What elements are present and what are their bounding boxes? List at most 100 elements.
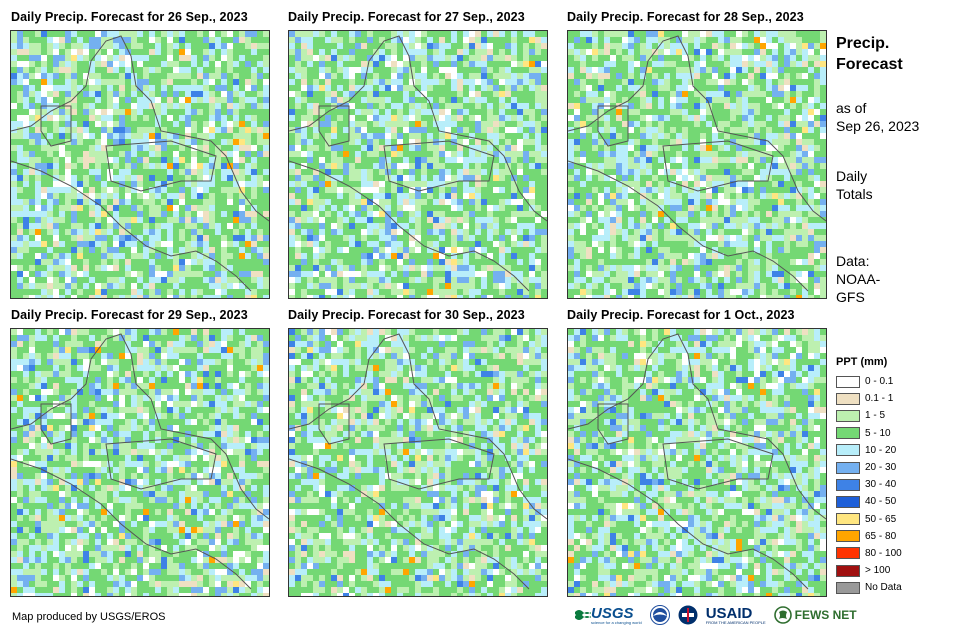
precip-raster — [11, 329, 269, 596]
noaa-logo — [649, 605, 670, 625]
legend-rows: 0 - 0.1 0.1 - 1 1 - 5 5 - 10 10 - 20 20 - 30 3… — [836, 373, 902, 596]
legend-item: 40 - 50 — [836, 493, 902, 510]
usaid-seal-icon — [678, 605, 698, 625]
precip-raster — [568, 31, 826, 298]
usaid-logo: USAID FROM THE AMERICAN PEOPLE — [706, 606, 766, 625]
legend-label: > 100 — [865, 565, 891, 577]
usgs-tagline: science for a changing world — [591, 619, 642, 625]
as-of-value: Sep 26, 2023 — [836, 118, 920, 134]
legend-item: 80 - 100 — [836, 545, 902, 562]
map-graphic — [11, 329, 269, 596]
legend-item: 20 - 30 — [836, 459, 902, 476]
fews-net-wordmark: FEWS NET — [794, 608, 857, 622]
noaa-seal-icon — [649, 605, 670, 625]
usgs-logo: USGS science for a changing world — [575, 606, 642, 625]
legend-swatch — [836, 427, 860, 440]
partner-logos: USGS science for a changing world USAID … — [575, 603, 865, 627]
legend-item: > 100 — [836, 562, 902, 579]
data-line-2: NOAA- — [836, 271, 881, 287]
precip-raster — [289, 329, 547, 596]
legend-swatch — [836, 530, 860, 543]
legend-swatch — [836, 392, 860, 405]
panel-title: Daily Precip. Forecast for 29 Sep., 2023 — [11, 308, 248, 322]
legend-label: 20 - 30 — [865, 462, 897, 474]
legend-item: 10 - 20 — [836, 442, 902, 459]
data-source: Data: NOAA- GFS — [836, 252, 880, 306]
panel-title: Daily Precip. Forecast for 26 Sep., 2023 — [11, 10, 248, 24]
as-of-date: as of Sep 26, 2023 — [836, 99, 919, 135]
legend-label: 0.1 - 1 — [865, 393, 894, 405]
coastline — [289, 35, 547, 292]
usgs-wave-icon — [575, 610, 591, 620]
precip-raster — [11, 31, 269, 298]
legend-title: PPT (mm) — [836, 356, 888, 368]
legend-label: 30 - 40 — [865, 479, 897, 491]
data-line-1: Data: — [836, 253, 870, 269]
precip-map — [288, 30, 548, 299]
legend-swatch — [836, 409, 860, 422]
legend-item: 65 - 80 — [836, 528, 902, 545]
legend-swatch — [836, 461, 860, 474]
legend-item: 1 - 5 — [836, 407, 902, 424]
precip-map — [567, 30, 827, 299]
legend-label: 1 - 5 — [865, 410, 886, 422]
legend-swatch — [836, 478, 860, 491]
panel-title: Daily Precip. Forecast for 28 Sep., 2023 — [567, 10, 804, 24]
legend-item: 30 - 40 — [836, 476, 902, 493]
fews-globe-icon — [773, 606, 792, 624]
legend-label: 0 - 0.1 — [865, 376, 894, 388]
precip-raster — [568, 329, 826, 596]
usaid-wordmark: USAID — [705, 604, 753, 622]
coastline — [289, 333, 547, 590]
legend-swatch — [836, 513, 860, 526]
heading-line-1: Precip. — [836, 35, 890, 52]
map-credit: Map produced by USGS/EROS — [12, 611, 166, 623]
precip-map — [288, 328, 548, 597]
map-graphic — [568, 329, 826, 596]
legend-label: 10 - 20 — [865, 444, 897, 456]
coastline — [568, 35, 826, 292]
legend-swatch — [836, 581, 860, 594]
usaid-seal — [678, 605, 698, 625]
totals-note: Daily Totals — [836, 167, 873, 203]
precip-raster — [289, 31, 547, 298]
as-of-label: as of — [836, 100, 867, 116]
legend-swatch — [836, 547, 860, 560]
totals-line-1: Daily — [836, 168, 868, 184]
panel-title: Daily Precip. Forecast for 1 Oct., 2023 — [567, 308, 795, 322]
data-line-3: GFS — [836, 289, 865, 305]
map-graphic — [289, 329, 547, 596]
legend-swatch — [836, 564, 860, 577]
totals-line-2: Totals — [836, 186, 873, 202]
forecast-heading: Precip. Forecast — [836, 33, 903, 75]
legend-label: 65 - 80 — [865, 530, 897, 542]
legend-swatch — [836, 444, 860, 457]
map-graphic — [568, 31, 826, 298]
map-graphic — [289, 31, 547, 298]
legend-item: No Data — [836, 579, 902, 596]
usaid-tagline: FROM THE AMERICAN PEOPLE — [705, 619, 766, 625]
coastline — [568, 333, 826, 590]
panel-title: Daily Precip. Forecast for 30 Sep., 2023 — [288, 308, 525, 322]
legend-label: 50 - 65 — [865, 513, 897, 525]
panel-title: Daily Precip. Forecast for 27 Sep., 2023 — [288, 10, 525, 24]
coastline — [11, 35, 269, 292]
coastline — [11, 333, 269, 590]
legend-swatch — [836, 495, 860, 508]
legend-label: 5 - 10 — [865, 427, 891, 439]
legend-item: 0.1 - 1 — [836, 390, 902, 407]
legend-label: 40 - 50 — [865, 496, 897, 508]
legend: PPT (mm) 0 - 0.1 0.1 - 1 1 - 5 5 - 10 10 - 2… — [836, 356, 902, 596]
map-graphic — [11, 31, 269, 298]
legend-label: 80 - 100 — [865, 547, 902, 559]
legend-swatch — [836, 375, 860, 388]
precip-map — [10, 328, 270, 597]
heading-line-2: Forecast — [836, 56, 903, 73]
precip-map — [10, 30, 270, 299]
usgs-wordmark: USGS — [591, 604, 634, 622]
legend-label: No Data — [865, 582, 902, 594]
legend-item: 0 - 0.1 — [836, 373, 902, 390]
fews-net-logo: FEWS NET — [773, 606, 857, 624]
precip-map — [567, 328, 827, 597]
legend-item: 5 - 10 — [836, 425, 902, 442]
